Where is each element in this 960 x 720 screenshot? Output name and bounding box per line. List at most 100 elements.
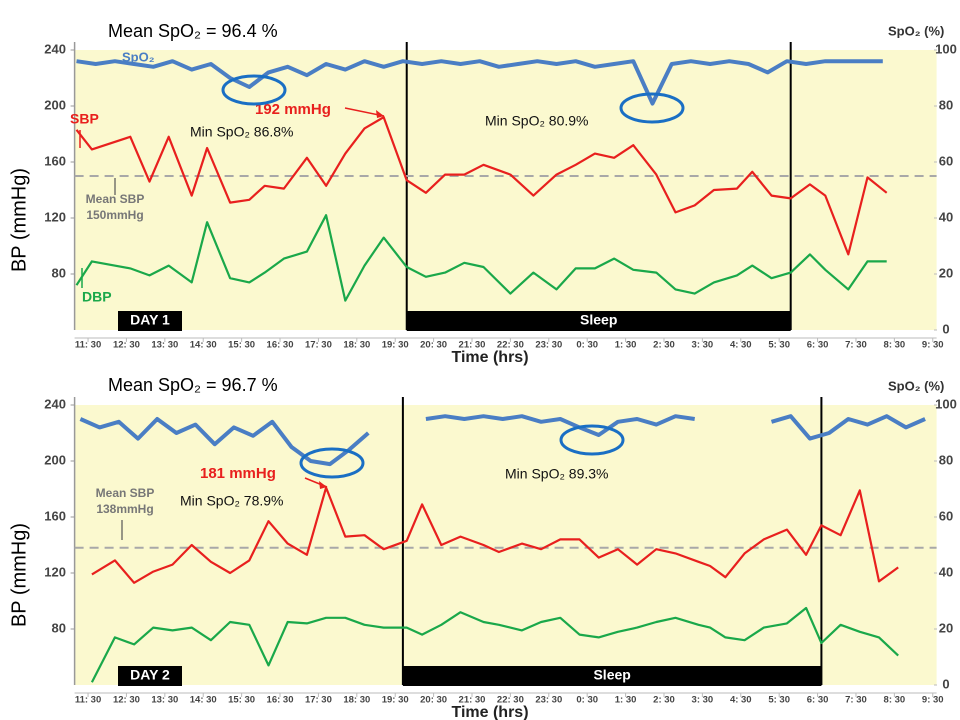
x-tick-label: 5: 30 bbox=[768, 695, 790, 706]
y2-tick-label: 40 bbox=[939, 564, 953, 579]
y-axis-title: BP (mmHg) bbox=[8, 168, 30, 272]
spo2-line bbox=[76, 59, 883, 106]
min-spo2-circle bbox=[559, 424, 625, 456]
x-tick-label: 13: 30 bbox=[151, 695, 178, 706]
x-tick-label: 13: 30 bbox=[151, 340, 178, 351]
sleep-label: Sleep bbox=[593, 667, 630, 683]
chart-title: Mean SpO₂ = 96.7 % bbox=[108, 375, 278, 395]
y-tick-label: 240 bbox=[44, 396, 66, 411]
x-tick-label: 6: 30 bbox=[807, 695, 829, 706]
y-tick-label: 240 bbox=[44, 41, 66, 56]
plot-area bbox=[74, 405, 937, 685]
bp-line bbox=[91, 486, 899, 584]
peak-arrowhead bbox=[376, 110, 384, 118]
series-label: SBP bbox=[70, 111, 99, 127]
y2-tick-label: 0 bbox=[942, 321, 949, 336]
x-tick-label: 19: 30 bbox=[382, 340, 409, 351]
mean-sbp-label: Mean SBP bbox=[86, 192, 145, 206]
x-tick-label: 8: 30 bbox=[884, 695, 906, 706]
min-spo2-circle bbox=[299, 447, 365, 479]
x-tick-label: 23: 30 bbox=[535, 695, 562, 706]
x-tick-label: 21: 30 bbox=[459, 340, 486, 351]
x-tick-label: 15: 30 bbox=[228, 695, 255, 706]
x-tick-label: 5: 30 bbox=[768, 340, 790, 351]
day-label: DAY 2 bbox=[130, 667, 170, 683]
annotation: 192 mmHg bbox=[255, 101, 331, 118]
x-tick-label: 1: 30 bbox=[615, 340, 637, 351]
x-axis-title: Time (hrs) bbox=[451, 704, 528, 720]
mean-sbp-label: Mean SBP bbox=[96, 486, 155, 500]
x-tick-label: 14: 30 bbox=[190, 695, 217, 706]
sleep-bar bbox=[406, 311, 791, 331]
y2-tick-label: 20 bbox=[939, 620, 953, 635]
y-axis-title: BP (mmHg) bbox=[8, 523, 30, 627]
x-tick-label: 2: 30 bbox=[653, 340, 675, 351]
bp-line bbox=[90, 606, 899, 683]
min-spo2-circle bbox=[619, 92, 685, 124]
x-tick-label: 17: 30 bbox=[305, 695, 332, 706]
x-tick-label: 4: 30 bbox=[730, 340, 752, 351]
day-box bbox=[118, 666, 182, 686]
annotation: Min SpO₂ 80.9% bbox=[485, 113, 588, 129]
x-tick-label: 4: 30 bbox=[730, 695, 752, 706]
x-tick-label: 20: 30 bbox=[420, 695, 447, 706]
y-tick-label: 200 bbox=[44, 452, 66, 467]
spo2-line bbox=[79, 414, 926, 467]
x-tick-label: 17: 30 bbox=[305, 340, 332, 351]
y2-tick-label: 60 bbox=[939, 508, 953, 523]
x-tick-label: 7: 30 bbox=[845, 340, 867, 351]
x-tick-label: 15: 30 bbox=[228, 340, 255, 351]
x-tick-label: 12: 30 bbox=[113, 340, 140, 351]
x-tick-label: 20: 30 bbox=[420, 340, 447, 351]
annotation: Min SpO₂ 86.8% bbox=[190, 124, 293, 140]
annotation: 181 mmHg bbox=[200, 465, 276, 482]
x-tick-label: 0: 30 bbox=[576, 340, 598, 351]
x-tick-label: 14: 30 bbox=[190, 340, 217, 351]
x-tick-label: 16: 30 bbox=[267, 695, 294, 706]
y2-tick-label: 100 bbox=[935, 396, 957, 411]
x-tick-label: 11: 30 bbox=[75, 695, 101, 706]
peak-arrowhead bbox=[319, 481, 327, 489]
x-tick-label: 22: 30 bbox=[497, 340, 524, 351]
x-tick-label: 6: 30 bbox=[807, 340, 829, 351]
plot-area bbox=[74, 50, 937, 330]
x-tick-label: 18: 30 bbox=[343, 340, 370, 351]
x-tick-label: 18: 30 bbox=[343, 695, 370, 706]
x-tick-label: 3: 30 bbox=[692, 340, 714, 351]
y-tick-label: 80 bbox=[52, 620, 66, 635]
day-box bbox=[118, 311, 182, 331]
y2-tick-label: 60 bbox=[939, 153, 953, 168]
series-label: DBP bbox=[82, 289, 112, 305]
y-tick-label: 160 bbox=[44, 153, 66, 168]
day-label: DAY 1 bbox=[130, 312, 170, 328]
bp-line bbox=[75, 214, 887, 302]
y2-axis-title: SpO₂ (%) bbox=[888, 23, 944, 38]
y-tick-label: 200 bbox=[44, 97, 66, 112]
y2-tick-label: 40 bbox=[939, 209, 953, 224]
sleep-label: Sleep bbox=[580, 312, 617, 328]
series-label: SpO₂ bbox=[122, 49, 155, 64]
x-tick-label: 22: 30 bbox=[497, 695, 524, 706]
y-tick-label: 120 bbox=[44, 564, 66, 579]
x-tick-label: 9: 30 bbox=[922, 695, 944, 706]
x-tick-label: 8: 30 bbox=[884, 340, 906, 351]
x-tick-label: 9: 30 bbox=[922, 340, 944, 351]
y-tick-label: 120 bbox=[44, 209, 66, 224]
x-tick-label: 0: 30 bbox=[576, 695, 598, 706]
x-tick-label: 16: 30 bbox=[267, 340, 294, 351]
y2-tick-label: 0 bbox=[942, 676, 949, 691]
y2-tick-label: 80 bbox=[939, 97, 953, 112]
y2-axis-title: SpO₂ (%) bbox=[888, 378, 944, 393]
min-spo2-circle bbox=[221, 74, 287, 106]
x-tick-label: 3: 30 bbox=[692, 695, 714, 706]
x-tick-label: 11: 30 bbox=[75, 340, 101, 351]
sleep-bar bbox=[402, 666, 822, 686]
chart-title: Mean SpO₂ = 96.4 % bbox=[108, 21, 278, 41]
x-axis-title: Time (hrs) bbox=[451, 349, 528, 366]
x-tick-label: 12: 30 bbox=[113, 695, 140, 706]
y-tick-label: 80 bbox=[52, 265, 66, 280]
x-tick-label: 21: 30 bbox=[459, 695, 486, 706]
y2-tick-label: 100 bbox=[935, 41, 957, 56]
y2-tick-label: 80 bbox=[939, 452, 953, 467]
x-tick-label: 2: 30 bbox=[653, 695, 675, 706]
